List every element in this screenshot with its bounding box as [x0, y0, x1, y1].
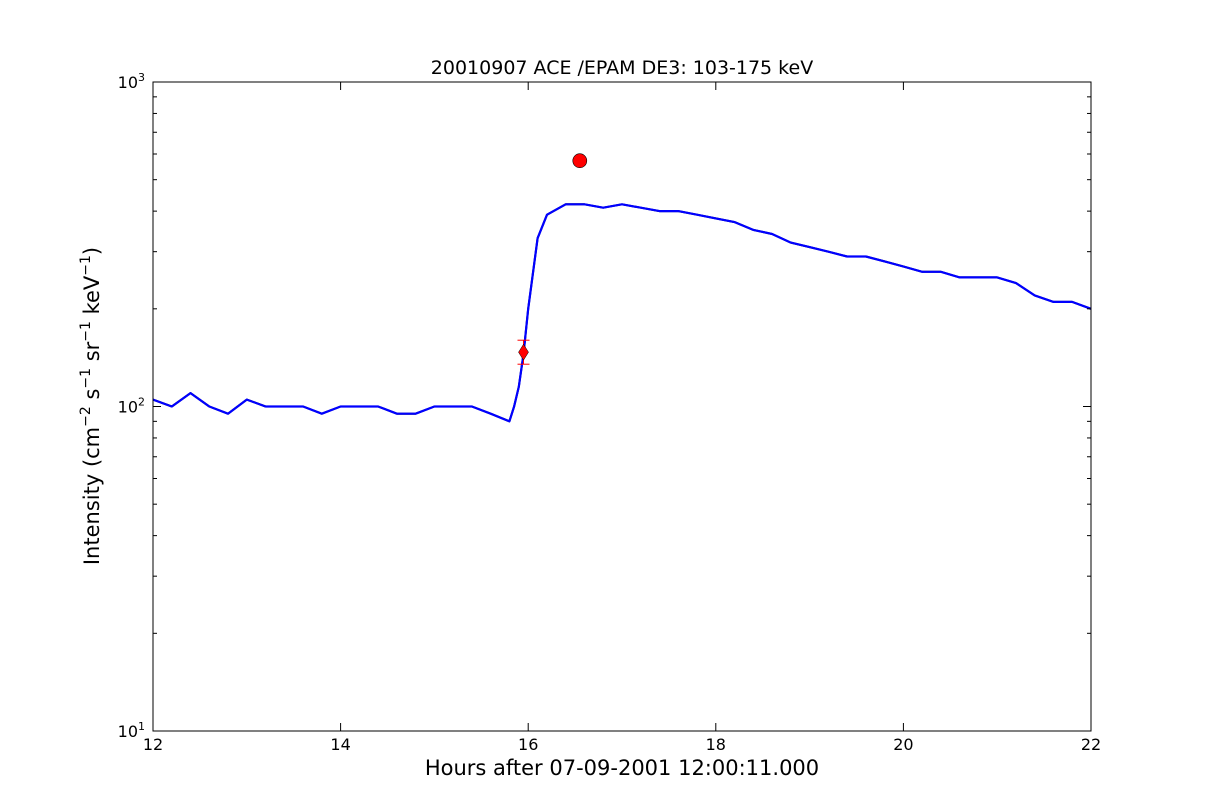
- x-tick-label: 22: [1081, 735, 1101, 754]
- plot-frame: [152, 81, 1092, 732]
- y-axis-label-part: ): [80, 247, 104, 255]
- y-tick-label-exp: 1: [138, 720, 145, 733]
- onset-diamond-marker: [518, 343, 529, 361]
- x-axis-label: Hours after 07-09-2001 12:00:11.000: [425, 756, 819, 780]
- y-axis-label-part: keV: [80, 275, 104, 321]
- series-line-2: [152, 203, 1092, 423]
- y-axis-label-part: s: [80, 389, 104, 407]
- y-tick-label-base: 10: [118, 722, 138, 741]
- y-axis-label: Intensity (cm−2 s−1 sr−1 keV−1): [78, 247, 104, 565]
- series-layer: [152, 203, 1092, 423]
- plot-area: [153, 82, 1091, 731]
- y-axis-label-sup: −1: [78, 321, 94, 342]
- y-tick-label-exp: 3: [138, 71, 145, 84]
- y-tick-label-exp: 2: [138, 396, 145, 409]
- y-axis-label-sup: −1: [78, 255, 94, 276]
- x-tick-label: 18: [706, 735, 726, 754]
- x-tick-label: 12: [143, 735, 163, 754]
- y-axis-label-sup: −2: [78, 406, 94, 427]
- x-tick-label: 20: [893, 735, 913, 754]
- chart-title: 20010907 ACE /EPAM DE3: 103-175 keV: [431, 57, 813, 79]
- y-axis-label-part: Intensity (cm: [80, 427, 104, 565]
- peak-circle-marker: [572, 153, 588, 169]
- y-tick-label: 101: [118, 720, 145, 741]
- y-tick-label: 103: [118, 71, 145, 92]
- y-tick-label: 102: [118, 396, 145, 417]
- y-tick-label-base: 10: [118, 73, 138, 92]
- marker-layer: [517, 153, 588, 365]
- y-axis-label-sup: −1: [78, 368, 94, 389]
- x-tick-label: 14: [330, 735, 350, 754]
- x-tick-label: 16: [518, 735, 538, 754]
- y-tick-label-base: 10: [118, 398, 138, 417]
- y-axis-label-part: sr: [80, 341, 104, 368]
